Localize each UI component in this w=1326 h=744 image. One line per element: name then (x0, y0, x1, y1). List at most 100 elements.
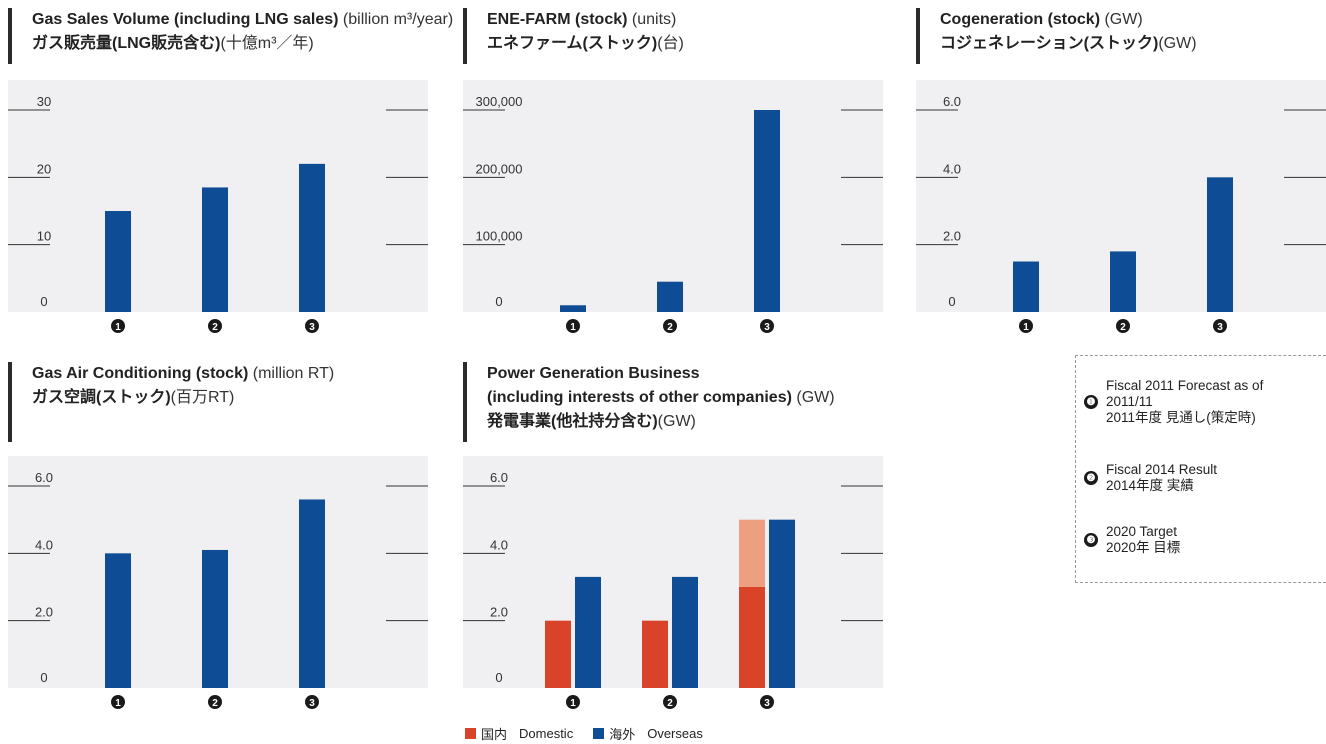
chart-title-aircon: Gas Air Conditioning (stock) (million RT… (8, 362, 334, 442)
title-jp: ガス空調(ストック) (32, 389, 171, 406)
domestic-swatch (465, 728, 476, 739)
chart-title-power: Power Generation Business (including int… (463, 362, 835, 442)
category-label: 1 (115, 698, 121, 709)
title-en-2: (including interests of other companies) (487, 389, 792, 406)
y-tick-label: 4.0 (943, 161, 961, 176)
category-label: 2 (667, 322, 673, 333)
title-unit: (GW) (1104, 11, 1143, 28)
title-jp: 発電事業(他社持分含む) (487, 413, 658, 430)
marker-2-icon: ❷ (1084, 471, 1098, 485)
category-marker-icon (760, 695, 774, 709)
marker-3-icon: ❸ (1084, 533, 1098, 547)
category-label: 3 (1217, 322, 1223, 333)
category-label: 3 (764, 322, 770, 333)
title-jp: エネファーム(ストック) (487, 35, 658, 52)
title-en: Gas Air Conditioning (stock) (32, 365, 249, 382)
category-label: 3 (764, 698, 770, 709)
category-marker-icon (1116, 319, 1130, 333)
title-jp-unit: (台) (657, 35, 684, 52)
title-jp-unit: (十億m³／年) (220, 35, 314, 52)
title-unit: (billion m³/year) (342, 11, 454, 28)
y-tick-label: 0 (495, 670, 502, 685)
plot-area: 0 2.0 4.0 6.0 1 2 3 (916, 80, 1326, 333)
legend-2-en: Fiscal 2014 Result (1106, 462, 1218, 477)
bar (1207, 177, 1233, 312)
title-unit: (million RT) (252, 365, 335, 382)
category-marker-icon (1213, 319, 1227, 333)
y-tick-label: 0 (40, 294, 47, 309)
title-en: ENE-FARM (stock) (487, 11, 628, 28)
bar-domestic (545, 620, 571, 688)
bar (754, 110, 780, 312)
category-label: 2 (1120, 322, 1126, 333)
category-marker-icon (566, 695, 580, 709)
bar (202, 187, 228, 312)
y-tick-label: 0 (40, 670, 47, 685)
y-tick-label: 0 (495, 294, 502, 309)
chart-title-enefarm: ENE-FARM (stock) (units) エネファーム(ストック)(台) (463, 8, 684, 64)
plot-area: 0 2.0 4.0 6.0 1 2 3 (8, 456, 428, 709)
legend-item-2: ❷ Fiscal 2014 Result 2014年度 実績 (1084, 462, 1217, 494)
title-jp-unit: (百万RT) (170, 389, 235, 406)
legend-3-en: 2020 Target (1106, 524, 1178, 539)
bar (105, 553, 131, 688)
category-marker-icon (305, 319, 319, 333)
title-jp-unit: (GW) (657, 413, 696, 430)
bar-overseas (769, 519, 795, 688)
title-jp-unit: (GW) (1158, 35, 1197, 52)
y-tick-label: 4.0 (490, 537, 508, 552)
title-unit: (units) (631, 11, 677, 28)
category-label: 1 (570, 698, 576, 709)
y-tick-label: 2.0 (943, 229, 961, 244)
category-label: 1 (1023, 322, 1029, 333)
bar (560, 305, 586, 312)
y-tick-label: 4.0 (35, 537, 53, 552)
plot-area: 0 100,000 200,000 300,000 1 2 3 (463, 80, 883, 333)
title-en: Cogeneration (stock) (940, 11, 1101, 28)
y-tick-label: 2.0 (35, 605, 53, 620)
title-jp: ガス販売量(LNG販売含む) (32, 35, 221, 52)
overseas-swatch (593, 728, 605, 739)
legend-item-3: ❸ 2020 Target 2020年 目標 (1084, 524, 1180, 556)
category-label: 2 (212, 322, 218, 333)
power-series-legend: 国内 Domestic 海外 Overseas (465, 724, 703, 743)
y-tick-label: 20 (37, 161, 51, 176)
category-marker-icon (566, 319, 580, 333)
legend-1-en: Fiscal 2011 Forecast as of (1106, 378, 1264, 393)
legend-1-en2: 2011/11 (1106, 394, 1153, 409)
category-marker-icon (760, 319, 774, 333)
bar-overseas (672, 576, 698, 688)
bar (299, 163, 325, 312)
bar (299, 499, 325, 688)
title-en: Power Generation Business (487, 365, 700, 382)
y-tick-label: 6.0 (35, 470, 53, 485)
category-marker-icon (663, 695, 677, 709)
title-unit: (GW) (796, 389, 835, 406)
y-tick-label: 300,000 (476, 94, 523, 109)
domestic-en: Domestic (519, 726, 574, 741)
category-label: 2 (667, 698, 673, 709)
category-marker-icon (305, 695, 319, 709)
title-jp: コジェネレーション(ストック) (940, 35, 1159, 52)
chart-svg-aircon: 0 2.0 4.0 6.0 1 2 3 (8, 470, 428, 709)
category-marker-icon (111, 695, 125, 709)
y-tick-label: 2.0 (490, 605, 508, 620)
category-label: 3 (309, 698, 315, 709)
bar (1013, 261, 1039, 312)
chart-svg-gas: 0 10 20 30 1 2 3 (8, 94, 428, 333)
domestic-jp: 国内 (481, 727, 508, 742)
plot-area: 0 10 20 30 1 2 3 (8, 80, 428, 333)
overseas-jp: 海外 (609, 727, 636, 742)
category-marker-icon (663, 319, 677, 333)
y-tick-label: 200,000 (476, 161, 523, 176)
bar-domestic (642, 620, 668, 688)
y-tick-label: 30 (37, 94, 51, 109)
legend-3-jp: 2020年 目標 (1106, 540, 1181, 555)
category-label: 3 (309, 322, 315, 333)
category-label: 2 (212, 698, 218, 709)
chart-svg-power: 0 2.0 4.0 6.0 1 2 3 (463, 470, 883, 709)
chart-title-gas: Gas Sales Volume (including LNG sales) (… (8, 8, 453, 64)
category-marker-icon (208, 695, 222, 709)
title-en: Gas Sales Volume (including LNG sales) (32, 11, 339, 28)
bar (105, 211, 131, 312)
